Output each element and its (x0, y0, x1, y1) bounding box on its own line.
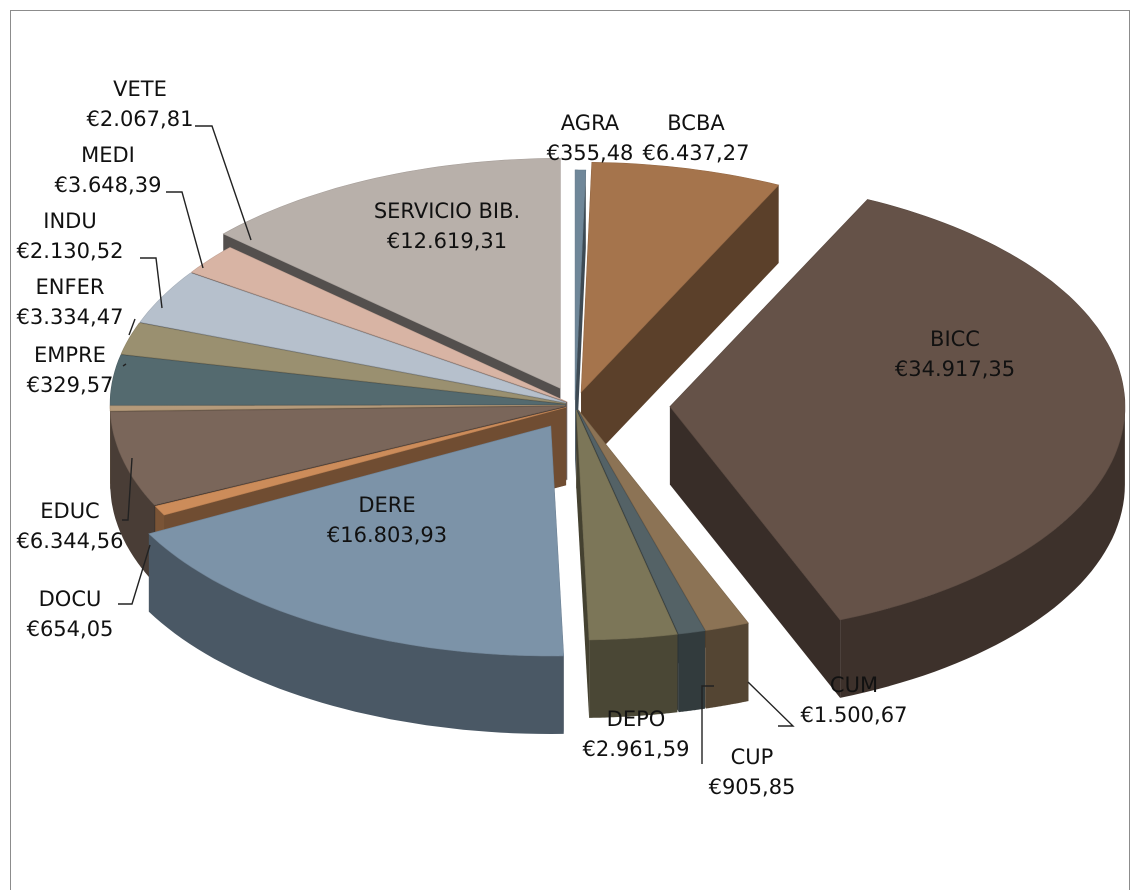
slice-value-depo: €2.961,59 (583, 737, 690, 761)
slice-category-dere: DERE (358, 493, 415, 517)
slice-category-enfer: ENFER (36, 275, 105, 299)
slice-category-bicc: BICC (930, 327, 980, 351)
slice-category-agra: AGRA (561, 111, 620, 135)
slice-value-cup: €905,85 (709, 775, 796, 799)
slice-value-medi: €3.648,39 (55, 173, 162, 197)
leader-line-medi (166, 192, 203, 268)
slice-value-dere: €16.803,93 (327, 523, 447, 547)
slice-value-bcba: €6.437,27 (643, 141, 750, 165)
slice-value-docu: €654,05 (27, 617, 114, 641)
slice-side-cup (679, 631, 705, 712)
slice-category-bcba: BCBA (667, 111, 725, 135)
slice-value-cum: €1.500,67 (801, 703, 908, 727)
slice-category-cum: CUM (830, 673, 878, 697)
slice-side-cum (706, 623, 749, 709)
slice-category-vete: VETE (113, 77, 167, 101)
slice-value-agra: €355,48 (547, 141, 634, 165)
slice-category-depo: DEPO (607, 707, 666, 731)
slice-category-docu: DOCU (39, 587, 102, 611)
slice-value-enfer: €3.334,47 (17, 305, 124, 329)
slice-category-cup: CUP (731, 745, 774, 769)
slice-category-educ: EDUC (40, 499, 99, 523)
slice-side-depo (589, 634, 677, 718)
slice-category-empre: EMPRE (34, 343, 106, 367)
slice-value-indu: €2.130,52 (17, 239, 124, 263)
slice-value-empre: €329,57 (27, 373, 114, 397)
slice-value-vete: €2.067,81 (87, 107, 194, 131)
slice-category-servicio-bib: SERVICIO BIB. (374, 199, 520, 223)
slice-value-bicc: €34.917,35 (895, 357, 1015, 381)
slice-category-indu: INDU (43, 209, 96, 233)
leader-line-vete (195, 126, 251, 240)
slice-category-medi: MEDI (81, 143, 135, 167)
slice-value-educ: €6.344,56 (17, 529, 124, 553)
slice-value-servicio-bib: €12.619,31 (387, 229, 507, 253)
leader-line-cum (748, 682, 793, 726)
